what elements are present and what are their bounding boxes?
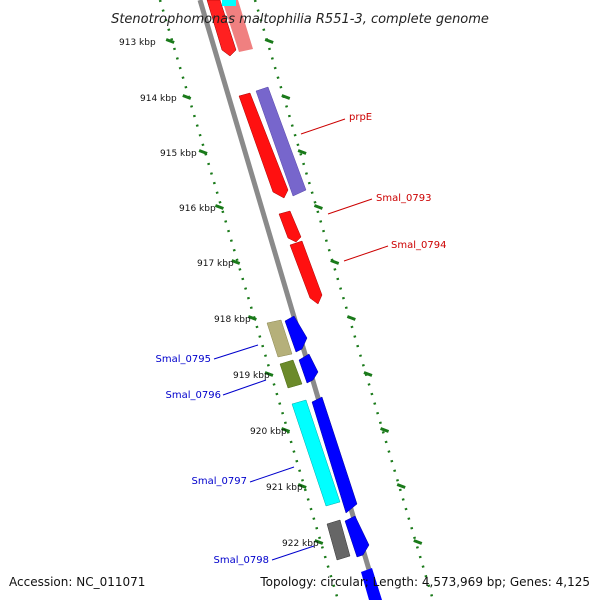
- major-tick: [198, 149, 208, 155]
- major-tick: [182, 94, 192, 100]
- gene-label-smal-0793: Smal_0793: [376, 193, 431, 204]
- gene-smal-0797: [291, 399, 341, 507]
- leader-smal-0793: [327, 198, 373, 215]
- leader-smal-0794: [343, 245, 389, 262]
- major-tick: [264, 38, 274, 44]
- gene-labels: prpE Smal_0793 Smal_0794 Smal_0795 Smal_…: [156, 112, 447, 566]
- major-tick: [346, 315, 356, 321]
- scale-label: 920 kbp: [250, 427, 287, 437]
- major-tick: [297, 149, 307, 155]
- gene-label-smal-0794: Smal_0794: [391, 240, 446, 251]
- major-tick: [231, 259, 241, 265]
- gene-blue-2: [298, 353, 319, 384]
- accession-text: Accession: NC_011071: [9, 575, 145, 589]
- major-tick: [214, 204, 224, 210]
- major-tick: [413, 539, 423, 545]
- scale-label: 916 kbp: [179, 204, 216, 214]
- gene-red-long: [238, 92, 289, 199]
- major-tick: [380, 427, 390, 433]
- gene-smal-0793: [278, 210, 302, 243]
- gene-label-smal-0798: Smal_0798: [214, 555, 269, 566]
- leader-smal-0797: [249, 466, 295, 483]
- scale-label: 915 kbp: [160, 149, 197, 159]
- gene-features: [206, 0, 382, 600]
- gene-blue-3: [344, 515, 370, 558]
- gene-blue-long: [311, 396, 358, 514]
- scale-label: 919 kbp: [233, 371, 270, 381]
- scale-label: 917 kbp: [197, 259, 234, 269]
- leader-smal-0798: [271, 545, 315, 561]
- major-tick: [281, 427, 291, 433]
- gene-top-cyan: [222, 0, 236, 6]
- gene-label-smal-0795: Smal_0795: [156, 354, 211, 365]
- left-tick-track: [158, 0, 340, 600]
- gene-bottom-blue: [361, 568, 382, 600]
- gene-top-pink: [222, 0, 253, 52]
- gene-label-smal-0797: Smal_0797: [192, 476, 247, 487]
- leader-smal-0795: [213, 344, 259, 360]
- major-tick: [281, 94, 291, 100]
- scale-label: 922 kbp: [282, 539, 319, 549]
- scale-labels: 913 kbp 914 kbp 915 kbp 916 kbp 917 kbp …: [119, 38, 319, 549]
- map-title: Stenotrophomonas maltophilia R551-3, com…: [111, 12, 489, 27]
- gene-smal-0795: [266, 319, 293, 358]
- leader-smal-0796: [222, 379, 267, 396]
- gene-top-red: [206, 0, 237, 57]
- major-tick: [247, 315, 257, 321]
- scale-label: 913 kbp: [119, 38, 156, 48]
- genome-backbone: [197, 0, 381, 600]
- genome-summary-text: Topology: circular; Length: 4,573,969 bp…: [259, 575, 590, 589]
- gene-smal-0794: [289, 240, 323, 305]
- major-tick: [313, 204, 323, 210]
- scale-label: 914 kbp: [140, 94, 177, 104]
- right-tick-track: [253, 0, 435, 600]
- leader-prpE: [300, 118, 346, 135]
- scale-label: 918 kbp: [214, 315, 251, 325]
- gene-smal-0798: [326, 519, 351, 561]
- gene-smal-0796: [279, 359, 303, 389]
- major-tick: [363, 371, 373, 377]
- major-tick: [165, 38, 175, 44]
- major-tick: [297, 483, 307, 489]
- major-tick: [330, 259, 340, 265]
- scale-label: 921 kbp: [266, 483, 303, 493]
- major-tick: [396, 483, 406, 489]
- major-tick: [264, 371, 274, 377]
- major-tick: [314, 539, 324, 545]
- gene-label-prpE: prpE: [349, 112, 372, 123]
- major-ticks: [165, 38, 423, 545]
- label-leader-lines: [213, 118, 389, 561]
- gene-blue-1: [284, 315, 308, 353]
- gene-prpE: [255, 86, 307, 197]
- gene-label-smal-0796: Smal_0796: [166, 390, 221, 401]
